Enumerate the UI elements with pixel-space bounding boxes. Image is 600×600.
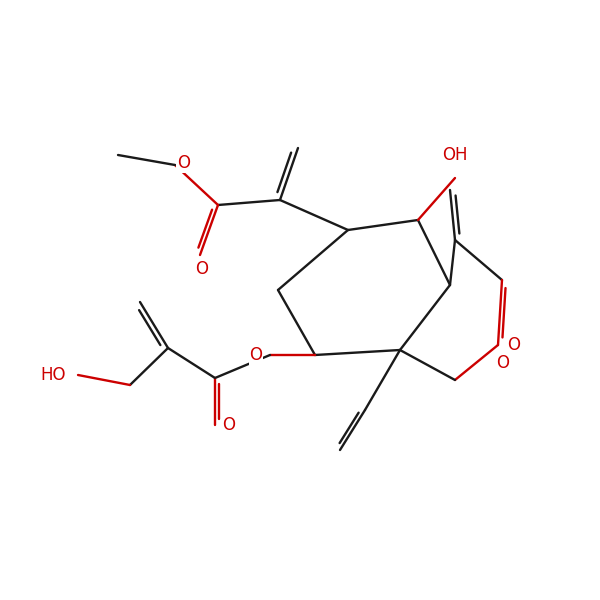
Text: O: O — [508, 336, 521, 354]
Text: O: O — [223, 416, 235, 434]
Text: O: O — [196, 260, 209, 278]
Text: O: O — [250, 346, 263, 364]
Text: OH: OH — [442, 146, 468, 164]
Text: O: O — [177, 154, 190, 172]
Text: O: O — [497, 354, 509, 372]
Text: HO: HO — [41, 366, 66, 384]
